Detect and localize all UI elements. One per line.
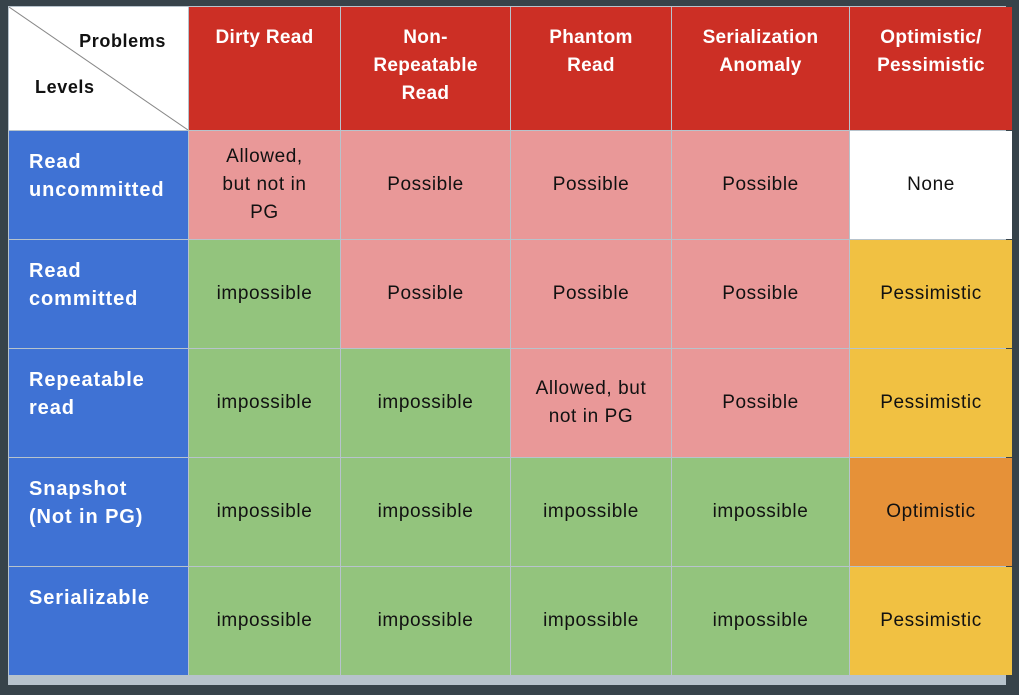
corner-header-cell: Problems Levels (9, 7, 188, 130)
table-cell: Pessimistic (850, 240, 1012, 348)
table-cell: Pessimistic (850, 349, 1012, 457)
table-cell: impossible (189, 240, 340, 348)
table-cell: Allowed, but not in PG (511, 349, 671, 457)
table-cell: impossible (511, 458, 671, 566)
levels-axis-label: Levels (35, 77, 95, 97)
table-cell: impossible (341, 458, 510, 566)
problems-axis-label: Problems (79, 31, 166, 51)
table-cell: Possible (341, 240, 510, 348)
header-phantom-read: Phantom Read (511, 7, 671, 130)
table-cell: Allowed, but not in PG (189, 131, 340, 239)
isolation-levels-table: Problems Levels Dirty Read Non- Repeatab… (8, 6, 1012, 685)
table-cell: Possible (341, 131, 510, 239)
table-cell: impossible (672, 567, 849, 675)
table-cell: impossible (672, 458, 849, 566)
table-cell: Possible (511, 240, 671, 348)
level-read-committed: Read committed (9, 240, 188, 348)
diagonal-divider (9, 7, 188, 130)
table-cell: None (850, 131, 1012, 239)
header-serialization-anomaly: Serialization Anomaly (672, 7, 849, 130)
level-snapshot: Snapshot (Not in PG) (9, 458, 188, 566)
level-read-uncommitted: Read uncommitted (9, 131, 188, 239)
table-cell: impossible (189, 349, 340, 457)
table-cell: impossible (341, 567, 510, 675)
table-cell: Possible (672, 240, 849, 348)
header-non-repeatable-read: Non- Repeatable Read (341, 7, 510, 130)
table-cell: Optimistic (850, 458, 1012, 566)
table-cell: impossible (511, 567, 671, 675)
level-serializable: Serializable (9, 567, 188, 675)
table-cell: impossible (341, 349, 510, 457)
table-cell: Possible (511, 131, 671, 239)
table-cell: Possible (672, 349, 849, 457)
table-cell: impossible (189, 567, 340, 675)
table-cell: Pessimistic (850, 567, 1012, 675)
table-cell: Possible (672, 131, 849, 239)
header-optimistic-pessimistic: Optimistic/ Pessimistic (850, 7, 1012, 130)
level-repeatable-read: Repeatable read (9, 349, 188, 457)
header-dirty-read: Dirty Read (189, 7, 340, 130)
table-cell: impossible (189, 458, 340, 566)
